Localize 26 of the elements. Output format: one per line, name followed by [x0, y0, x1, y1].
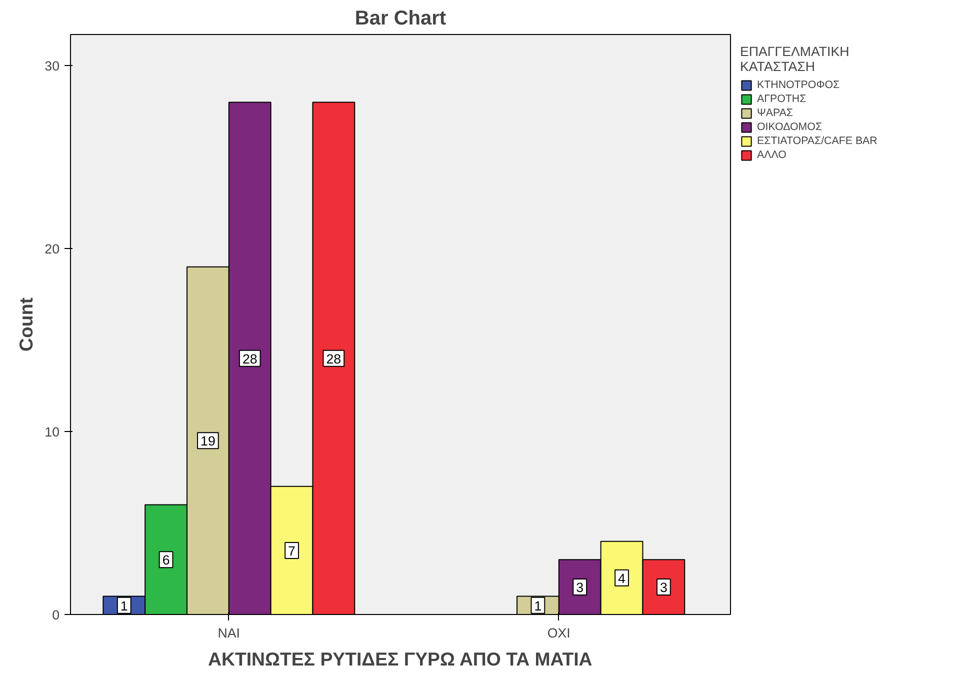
- y-tick-label: 0: [52, 608, 60, 622]
- x-tick-label: ΟΧΙ: [547, 626, 570, 640]
- data-label: 1: [120, 598, 128, 614]
- legend-label: ΚΤΗΝΟΤΡΟΦΟΣ: [757, 79, 840, 91]
- data-label: 28: [326, 351, 342, 366]
- data-label: 6: [162, 552, 170, 568]
- legend-label: ΟΙΚΟΔΟΜΟΣ: [757, 121, 822, 133]
- y-axis-title: Count: [16, 298, 37, 352]
- data-label: 1: [534, 598, 542, 614]
- y-tick-label: 30: [44, 58, 60, 74]
- legend-title: ΕΠΑΓΓΕΛΜΑΤΙΚΗ ΚΑΤΑΣΤΑΣΗ: [740, 44, 850, 74]
- legend-label: ΨΑΡΑΣ: [757, 107, 794, 119]
- data-label: 19: [200, 434, 216, 449]
- data-label: 3: [576, 580, 584, 596]
- legend-label: ΑΓΡΟΤΗΣ: [757, 93, 806, 105]
- y-tick-label: 20: [44, 242, 60, 257]
- x-tick-label: ΝΑΙ: [218, 626, 240, 640]
- y-tick-label: 10: [44, 424, 60, 440]
- x-axis-title: ΑΚΤΙΝΩΤΕΣ ΡΥΤΙΔΕΣ ΓΥΡΩ ΑΠΟ ΤΑ ΜΑΤΙΑ: [208, 648, 592, 670]
- data-label: 4: [618, 570, 626, 586]
- legend-label: ΑΛΛΟ: [757, 149, 786, 161]
- legend-label: ΕΣΤΙΑΤΟΡΑΣ/CAFE BAR: [757, 135, 878, 147]
- data-label: 7: [288, 543, 296, 558]
- chart-title: Bar Chart: [354, 8, 446, 30]
- data-label: 3: [660, 580, 668, 596]
- data-label: 28: [242, 351, 258, 366]
